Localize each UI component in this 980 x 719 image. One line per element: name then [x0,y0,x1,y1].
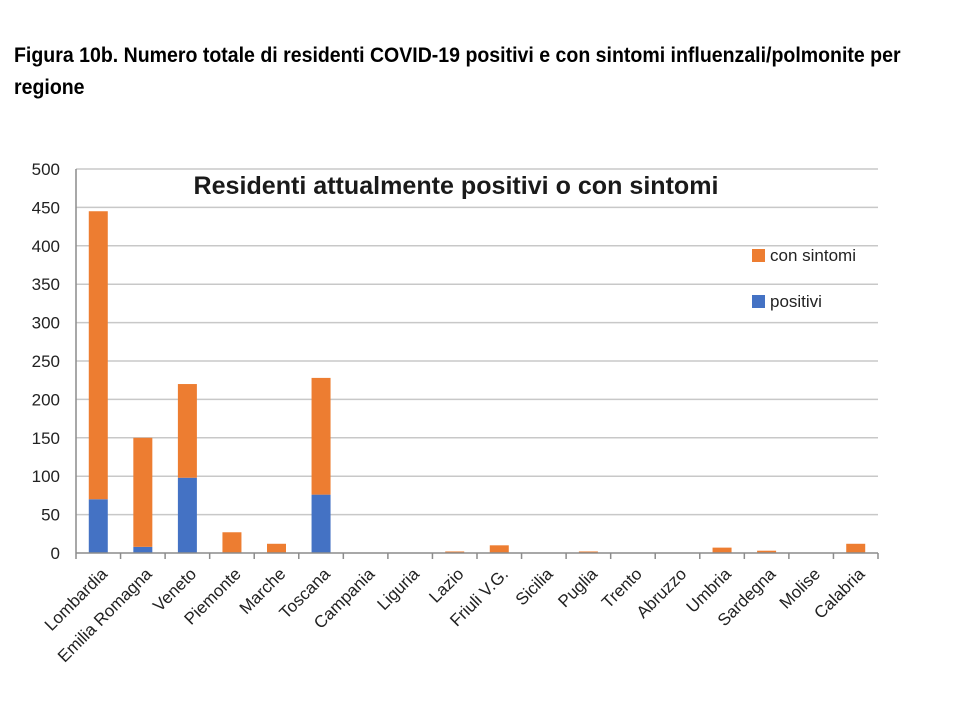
bar-con-sintomi-calabria [846,543,866,553]
y-tick-label: 100 [32,467,60,486]
legend-label-con-sintomi: con sintomi [770,246,856,265]
figure-title: Figura 10b. Numero totale di residenti C… [14,44,901,99]
legend-label-positivi: positivi [770,292,822,311]
bar-con-sintomi-veneto [177,384,197,478]
bar-con-sintomi-umbria [712,547,732,553]
x-tick-label: Puglia [554,564,601,611]
y-tick-label: 300 [32,314,60,333]
bar-con-sintomi-marche [267,543,286,553]
bar-con-sintomi-piemonte [222,532,242,553]
bar-con-sintomi-lombardia [88,211,108,500]
bar-con-sintomi-emilia-romagna [133,437,153,547]
bar-positivi-toscana [311,494,331,553]
bar-positivi-veneto [177,477,197,553]
bars [88,211,866,553]
legend-swatch-positivi [752,295,765,308]
y-tick-label: 450 [32,198,60,217]
x-tick-label: Abruzzo [633,564,691,622]
bar-con-sintomi-friuli-v-g- [489,545,509,553]
legend-swatch-con-sintomi [752,249,765,262]
gridlines [76,168,878,516]
y-tick-label: 350 [32,275,60,294]
bar-positivi-emilia-romagna [133,546,153,553]
y-tick-label: 150 [32,429,60,448]
bar-con-sintomi-sardegna [757,550,777,553]
x-tick-label: Lazio [425,564,467,606]
y-tick-label: 250 [32,352,60,371]
legend: con sintomi positivi [752,246,856,311]
bar-con-sintomi-puglia [578,551,598,553]
y-tick-label: 50 [41,506,60,525]
y-tick-label: 400 [32,237,60,256]
y-tick-label: 500 [32,160,60,179]
x-tick-label: Sicilia [512,564,557,609]
y-tick-label: 0 [51,544,60,563]
chart-title: Residenti attualmente positivi o con sin… [194,172,719,200]
bar-con-sintomi-lazio [445,551,465,553]
x-tick-label: Calabria [810,564,869,623]
y-axis-ticks: 0 50 100 150 200 250 300 350 400 450 500 [32,160,60,563]
x-axis [75,169,879,559]
bar-con-sintomi-toscana [311,377,331,495]
bar-positivi-lombardia [88,499,108,553]
x-tick-label: Liguria [373,564,423,614]
y-tick-label: 200 [32,390,60,409]
